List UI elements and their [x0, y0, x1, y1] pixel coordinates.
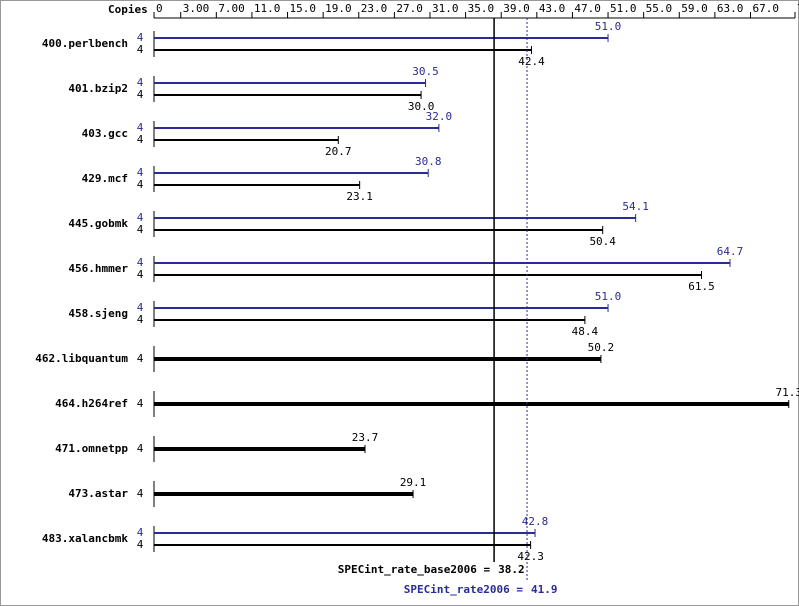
category-label: 473.astar — [68, 487, 128, 500]
bar — [154, 532, 536, 534]
x-tick-label: 59.0 — [681, 2, 708, 15]
copies-label: 4 — [137, 538, 144, 551]
bar — [154, 217, 636, 219]
bar — [154, 172, 429, 174]
bar — [154, 229, 603, 231]
copies-label: 4 — [137, 301, 144, 314]
x-tick-label: 43.0 — [539, 2, 566, 15]
x-tick-label: 3.00 — [183, 2, 210, 15]
value-label: 71.3 — [776, 386, 799, 399]
category-label: 401.bzip2 — [68, 82, 128, 95]
category-label: 429.mcf — [82, 172, 128, 185]
copies-label: 4 — [137, 178, 144, 191]
value-label: 29.1 — [400, 476, 427, 489]
copies-label: 4 — [137, 133, 144, 146]
category-label: 471.omnetpp — [55, 442, 128, 455]
copies-label: 4 — [137, 76, 144, 89]
copies-label: 4 — [137, 223, 144, 236]
x-tick-label: 23.0 — [361, 2, 388, 15]
category-label: 464.h264ref — [55, 397, 128, 410]
value-label: 30.0 — [408, 100, 435, 113]
bar — [154, 184, 360, 186]
copies-label: 4 — [137, 211, 144, 224]
x-tick-label: 55.0 — [646, 2, 673, 15]
value-label: 48.4 — [572, 325, 599, 338]
value-label: 23.1 — [346, 190, 373, 203]
value-label: 51.0 — [595, 20, 622, 33]
reference-value: 41.9 — [531, 583, 558, 596]
bar — [154, 94, 422, 96]
category-label: 403.gcc — [82, 127, 128, 140]
value-label: 42.4 — [518, 55, 545, 68]
value-label: 50.4 — [589, 235, 616, 248]
category-label: 400.perlbench — [42, 37, 128, 50]
x-tick-label: 63.0 — [717, 2, 744, 15]
x-tick-label: 11.0 — [254, 2, 280, 15]
bar — [154, 357, 601, 361]
bar — [154, 37, 609, 39]
copies-label: 4 — [137, 166, 144, 179]
bar — [154, 274, 702, 276]
value-label: 50.2 — [588, 341, 615, 354]
x-tick-label: 72.0 — [797, 2, 799, 15]
x-tick-label: 31.0 — [432, 2, 459, 15]
copies-label: 4 — [137, 526, 144, 539]
value-label: 42.8 — [522, 515, 549, 528]
reference-label: SPECint_rate2006 = — [404, 583, 524, 596]
bar — [154, 492, 414, 496]
copies-label: 4 — [137, 88, 144, 101]
category-label: 483.xalancbmk — [42, 532, 128, 545]
copies-label: 4 — [137, 352, 144, 365]
category-label: 445.gobmk — [68, 217, 128, 230]
x-tick-label: 7.00 — [218, 2, 245, 15]
copies-label: 4 — [137, 397, 144, 410]
category-label: 456.hmmer — [68, 262, 128, 275]
copies-label: 4 — [137, 31, 144, 44]
copies-label: 4 — [137, 43, 144, 56]
bar — [154, 139, 339, 141]
value-label: 20.7 — [325, 145, 352, 158]
bar — [154, 127, 439, 129]
bar — [154, 49, 532, 51]
bar — [154, 402, 789, 406]
x-tick-label: 67.0 — [752, 2, 779, 15]
x-tick-label: 27.0 — [396, 2, 423, 15]
reference-value: 38.2 — [498, 563, 525, 576]
value-label: 32.0 — [426, 110, 453, 123]
value-label: 54.1 — [622, 200, 649, 213]
copies-label: 4 — [137, 121, 144, 134]
x-tick-label: 47.0 — [574, 2, 601, 15]
value-label: 23.7 — [352, 431, 379, 444]
category-label: 458.sjeng — [68, 307, 128, 320]
bar — [154, 82, 426, 84]
x-tick-label: 19.0 — [325, 2, 352, 15]
bar — [154, 307, 609, 309]
bar — [154, 544, 531, 546]
reference-label: SPECint_rate_base2006 = — [338, 563, 491, 576]
value-label: 42.3 — [517, 550, 544, 563]
copies-label: 4 — [137, 487, 144, 500]
value-label: 30.8 — [415, 155, 442, 168]
x-tick-label: 0 — [156, 2, 163, 15]
value-label: 64.7 — [717, 245, 744, 258]
copies-label: 4 — [137, 256, 144, 269]
x-tick-label: 35.0 — [468, 2, 495, 15]
value-label: 61.5 — [688, 280, 715, 293]
value-label: 30.5 — [412, 65, 439, 78]
value-label: 51.0 — [595, 290, 622, 303]
x-tick-label: 39.0 — [503, 2, 530, 15]
copies-header: Copies — [108, 3, 148, 16]
copies-label: 4 — [137, 442, 144, 455]
copies-label: 4 — [137, 313, 144, 326]
copies-label: 4 — [137, 268, 144, 281]
bar — [154, 262, 731, 264]
x-tick-label: 51.0 — [610, 2, 637, 15]
category-label: 462.libquantum — [35, 352, 128, 365]
bar — [154, 447, 365, 451]
x-tick-label: 15.0 — [290, 2, 317, 15]
bar — [154, 319, 585, 321]
